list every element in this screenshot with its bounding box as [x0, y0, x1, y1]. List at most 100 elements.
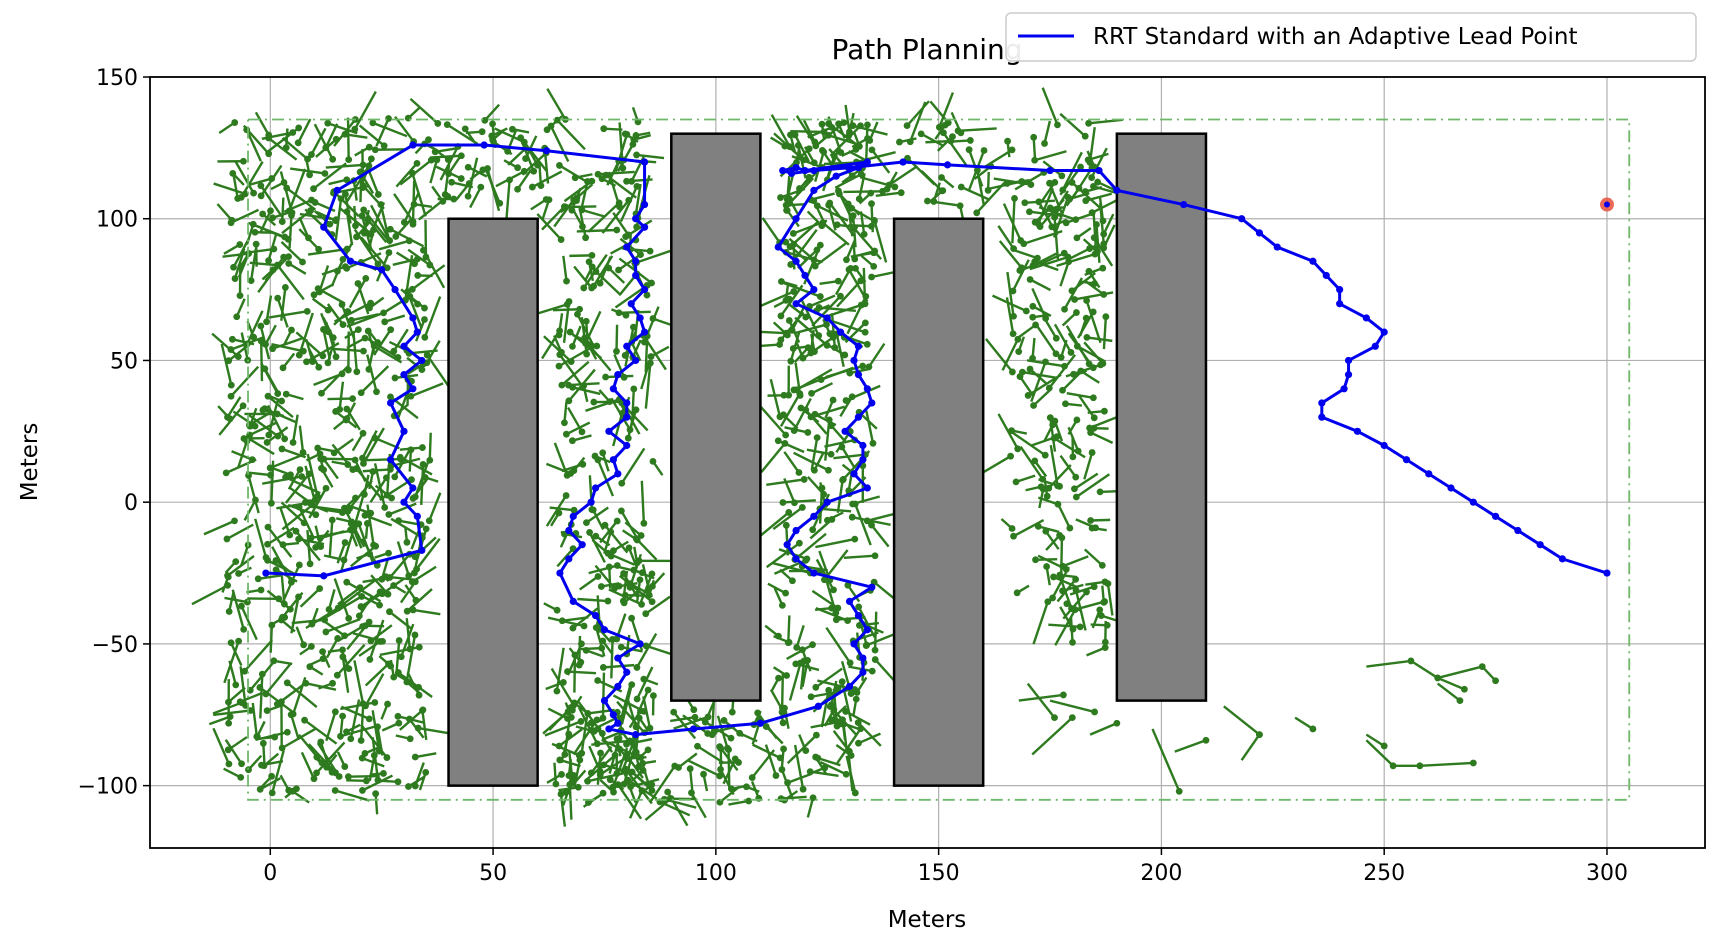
tree-node — [1113, 719, 1121, 727]
tree-edge — [603, 663, 635, 669]
tree-node — [252, 240, 260, 248]
path-point — [1309, 257, 1317, 265]
tree-edge — [573, 265, 593, 289]
tree-edge — [791, 155, 823, 169]
tree-node — [227, 381, 235, 389]
tree-node — [355, 612, 363, 620]
path-point — [640, 223, 649, 231]
tree-edge — [1073, 472, 1099, 490]
tree-edge — [411, 180, 416, 225]
tree-edge — [635, 537, 658, 561]
tree-edge — [398, 519, 420, 526]
tree-edge — [820, 366, 854, 381]
tree-edge — [620, 684, 633, 725]
tree-node — [318, 464, 325, 472]
tree-node — [830, 586, 837, 594]
tree-node — [610, 788, 617, 796]
tree-node — [588, 506, 596, 514]
tree-edge — [843, 554, 876, 560]
tree-node — [404, 114, 412, 122]
tree-edge — [848, 150, 868, 163]
tree-node — [394, 778, 402, 786]
path-point — [565, 555, 573, 563]
tree-node — [360, 460, 367, 467]
x-axis-label: Meters — [888, 907, 967, 933]
tree-node — [647, 353, 655, 360]
tree-node — [360, 490, 368, 498]
tree-node — [306, 560, 314, 568]
tree-edge — [1223, 705, 1261, 736]
tree-edge — [355, 591, 381, 607]
path-point — [810, 285, 818, 294]
tree-edge — [370, 574, 389, 595]
path-point — [614, 654, 622, 662]
tree-node — [829, 396, 837, 404]
tree-edge — [373, 345, 403, 364]
tree-node — [308, 151, 315, 158]
tree-edge — [324, 123, 339, 149]
x-tick-label-0: 0 — [263, 861, 277, 886]
tree-node — [835, 190, 843, 198]
tree-node — [385, 549, 392, 557]
tree-node — [224, 573, 232, 581]
tree-edge — [1083, 452, 1094, 480]
path-point — [623, 243, 631, 251]
tree-edge — [264, 662, 292, 695]
tree-node — [623, 177, 630, 185]
tree-edge — [618, 565, 643, 574]
path-point — [1113, 186, 1121, 194]
tree-edge — [596, 459, 615, 497]
obstacle-4 — [1115, 132, 1208, 702]
tree-edge — [636, 666, 654, 700]
tree-node — [352, 494, 359, 502]
tree-node — [949, 133, 956, 141]
tree-edge — [428, 492, 442, 522]
tree-edge — [950, 111, 962, 134]
path-point — [899, 158, 907, 166]
tree-edge — [585, 321, 589, 345]
tree-edge — [328, 519, 334, 556]
path-point — [837, 328, 845, 336]
legend: RRT Standard with an Adaptive Lead Point — [1005, 12, 1697, 62]
tree-edge — [906, 100, 930, 127]
tree-edge — [834, 173, 862, 189]
tree-node — [254, 575, 262, 583]
tree-node — [405, 237, 413, 245]
path-point — [400, 498, 408, 506]
tree-edge — [590, 746, 613, 774]
tree-edge — [271, 546, 293, 583]
tree-node — [847, 752, 855, 759]
tree-node — [1048, 223, 1056, 231]
tree-node — [844, 200, 852, 208]
tree-edge — [567, 670, 597, 675]
tree-node — [394, 712, 402, 720]
tree-node — [1012, 478, 1020, 486]
tree-node — [851, 686, 859, 693]
tree-edge — [1089, 722, 1118, 736]
tree-node — [596, 279, 604, 287]
tree-edge — [816, 204, 849, 222]
tree-edge — [780, 748, 785, 770]
tree-edge — [395, 640, 401, 675]
tree-node — [380, 770, 387, 777]
tree-node — [691, 713, 699, 721]
path-point — [845, 597, 854, 605]
tree-node — [1039, 475, 1047, 483]
tree-node — [582, 234, 590, 242]
tree-edge — [362, 334, 399, 359]
tree-node — [298, 473, 306, 480]
tree-node — [579, 223, 586, 230]
tree-edge — [1174, 739, 1207, 753]
tree-edge — [617, 783, 643, 820]
tree-edge — [389, 228, 425, 248]
tree-node — [423, 351, 431, 359]
tree-edge — [325, 163, 364, 169]
tree-node — [571, 651, 579, 659]
tree-edge — [783, 451, 800, 474]
tree-node — [851, 789, 859, 797]
tree-node — [606, 776, 614, 784]
tree-node — [413, 565, 421, 573]
tree-node — [568, 206, 576, 214]
tree-edge — [567, 406, 584, 433]
path-point — [600, 697, 609, 705]
